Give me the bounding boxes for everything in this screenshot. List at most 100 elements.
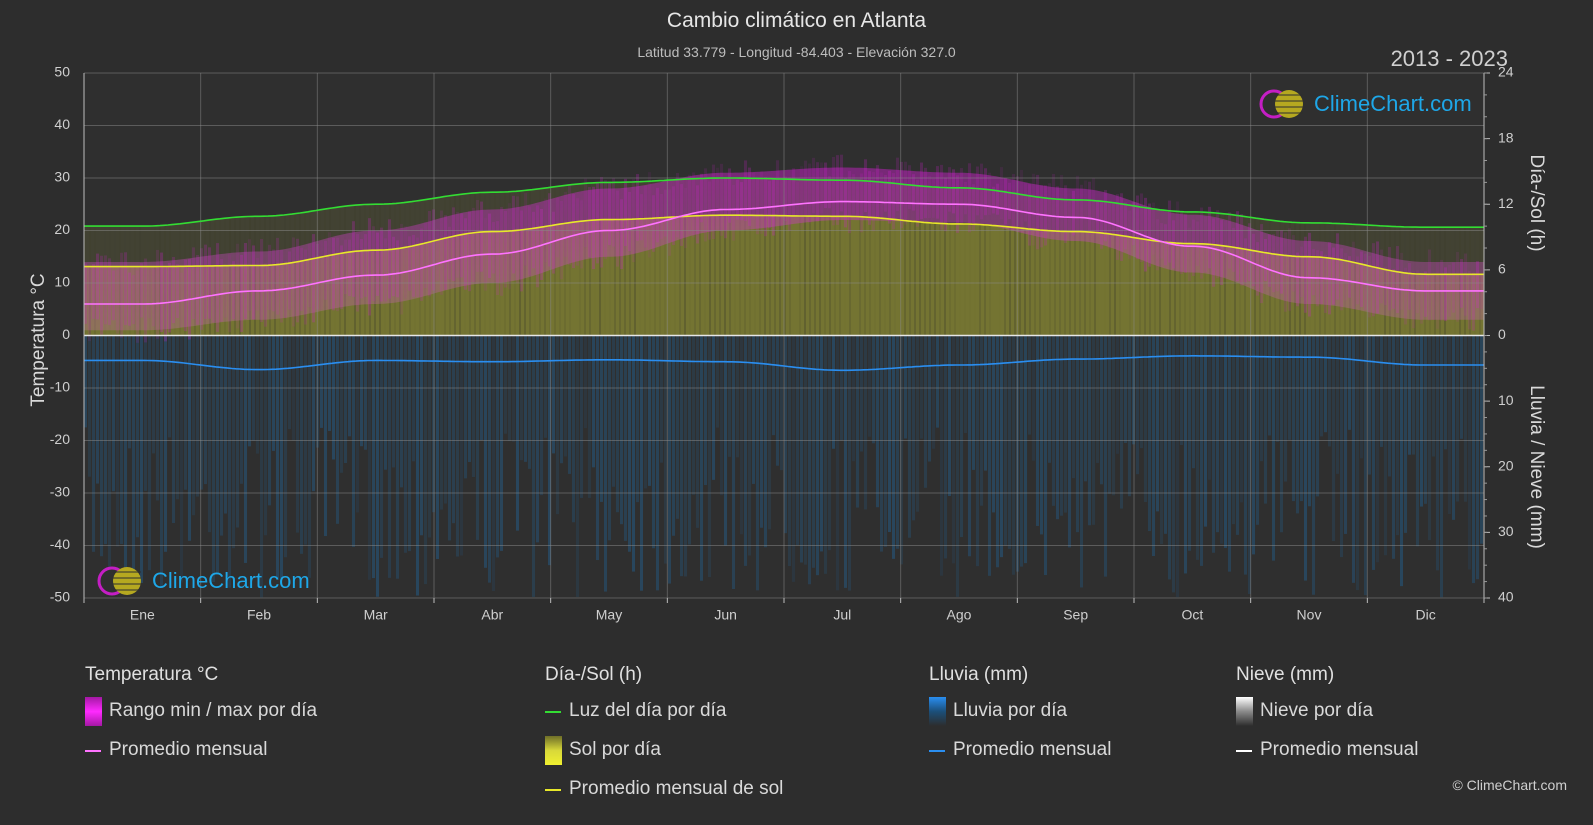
rain-day-bar bbox=[736, 335, 739, 458]
rain-day-bar bbox=[172, 335, 175, 524]
temp-day-bar bbox=[140, 263, 143, 318]
rain-day-bar bbox=[728, 335, 731, 457]
sun-day-bar bbox=[704, 178, 706, 336]
sun-day-bar bbox=[779, 178, 781, 336]
temp-day-bar bbox=[740, 182, 743, 221]
temp-day-bar bbox=[816, 162, 819, 222]
sun-day-bar bbox=[679, 179, 681, 336]
rain-day-bar bbox=[996, 335, 999, 568]
rain-day-bar bbox=[1036, 335, 1039, 526]
rain-day-bar bbox=[396, 335, 399, 579]
rain-day-bar bbox=[276, 335, 279, 579]
temp-day-bar bbox=[976, 166, 979, 216]
sun-day-bar bbox=[869, 181, 871, 336]
temp-day-bar bbox=[236, 243, 239, 329]
sun-day-bar bbox=[769, 178, 771, 336]
temp-day-bar bbox=[992, 186, 995, 214]
rain-day-bar bbox=[892, 335, 895, 559]
temp-day-bar bbox=[116, 269, 119, 334]
temp-day-bar bbox=[608, 181, 611, 246]
left-tick-label: 40 bbox=[54, 116, 70, 132]
sun-day-bar bbox=[759, 178, 761, 336]
rain-day-bar bbox=[492, 335, 495, 591]
logo-top[interactable]: ClimeChart.com bbox=[1258, 88, 1472, 120]
temp-day-bar bbox=[1372, 243, 1375, 317]
rain-day-bar bbox=[240, 335, 243, 484]
sun-day-bar bbox=[924, 186, 926, 336]
rain-day-bar bbox=[636, 335, 639, 503]
sun-day-bar bbox=[1159, 209, 1161, 336]
rain-day-bar bbox=[1344, 335, 1347, 534]
legend-label: Luz del día por día bbox=[569, 700, 727, 721]
temp-day-bar bbox=[1052, 173, 1055, 234]
rain-day-bar bbox=[1280, 335, 1283, 533]
temp-day-bar bbox=[336, 237, 339, 312]
rain-day-bar bbox=[896, 335, 899, 549]
rain-day-bar bbox=[1216, 335, 1219, 533]
temp-day-bar bbox=[868, 171, 871, 225]
temp-day-bar bbox=[912, 174, 915, 211]
rain-day-bar bbox=[816, 335, 819, 576]
sun-day-bar bbox=[644, 181, 646, 336]
temp-day-bar bbox=[812, 157, 815, 214]
rain-day-bar bbox=[100, 335, 103, 557]
sun-day-bar bbox=[1174, 211, 1176, 336]
temp-day-bar bbox=[1140, 193, 1143, 263]
sun-day-bar bbox=[859, 180, 861, 336]
rain-day-bar bbox=[260, 335, 263, 598]
rain-day-bar bbox=[904, 335, 907, 439]
rain-day-bar bbox=[648, 335, 651, 486]
rain-day-bar bbox=[332, 335, 335, 460]
rain-day-bar bbox=[212, 335, 215, 583]
temp-day-bar bbox=[776, 160, 779, 214]
temp-day-bar bbox=[328, 232, 331, 310]
temp-day-bar bbox=[256, 258, 259, 311]
rain-day-bar bbox=[152, 335, 155, 454]
snow-swatch bbox=[1236, 697, 1253, 726]
rain-day-bar bbox=[1452, 335, 1455, 520]
rain-day-bar bbox=[1024, 335, 1027, 564]
sun-day-bar bbox=[919, 185, 921, 336]
temp-day-bar bbox=[1192, 219, 1195, 276]
rain-day-bar bbox=[860, 335, 863, 452]
temp-day-bar bbox=[1304, 236, 1307, 313]
rain-day-bar bbox=[520, 335, 523, 461]
rain-day-bar bbox=[600, 335, 603, 502]
temp-day-bar bbox=[728, 168, 731, 223]
temp-day-bar bbox=[1096, 199, 1099, 235]
rain-day-bar bbox=[616, 335, 619, 513]
rain-day-bar bbox=[1196, 335, 1199, 560]
rain-day-bar bbox=[748, 335, 751, 556]
temp-day-bar bbox=[1136, 195, 1139, 260]
rain-day-bar bbox=[1028, 335, 1031, 435]
logo-text: ClimeChart.com bbox=[1314, 91, 1472, 116]
sun-day-bar bbox=[609, 182, 611, 336]
temp-day-bar bbox=[284, 261, 287, 319]
sun-day-bar bbox=[1059, 199, 1061, 336]
temp-day-bar bbox=[404, 226, 407, 299]
sun-day-bar bbox=[1019, 194, 1021, 336]
rain-day-bar bbox=[952, 335, 955, 564]
rain-day-bar bbox=[1428, 335, 1431, 541]
logo-bottom[interactable]: ClimeChart.com bbox=[96, 565, 310, 597]
rain-day-bar bbox=[284, 335, 287, 558]
sun-day-bar bbox=[1129, 205, 1131, 336]
temp-day-bar bbox=[584, 178, 587, 248]
rain-day-bar bbox=[328, 335, 331, 431]
axes: 50 40 30 20 10 0 -10 -20 -30 -40 -50 24 18 12 6 0 10 20 30… bbox=[50, 64, 1514, 623]
legend-rain-title: Lluvia (mm) bbox=[929, 664, 1029, 685]
rain-day-bar bbox=[208, 335, 211, 533]
sun-day-bar bbox=[884, 182, 886, 336]
temp-day-bar bbox=[716, 167, 719, 230]
temp-day-bar bbox=[804, 160, 807, 218]
temp-day-bar bbox=[1068, 201, 1071, 231]
left-tick-label: 0 bbox=[62, 326, 70, 342]
legend-temperature: Temperatura °C Rango min / max por día P… bbox=[85, 664, 317, 778]
temp-day-bar bbox=[288, 251, 291, 310]
temp-day-bar bbox=[1288, 228, 1291, 311]
temp-day-bar bbox=[1352, 241, 1355, 310]
rain-day-bar bbox=[372, 335, 375, 579]
rain-day-bar bbox=[644, 335, 647, 489]
rain-day-bar bbox=[420, 335, 423, 536]
rain-day-bar bbox=[664, 335, 667, 564]
